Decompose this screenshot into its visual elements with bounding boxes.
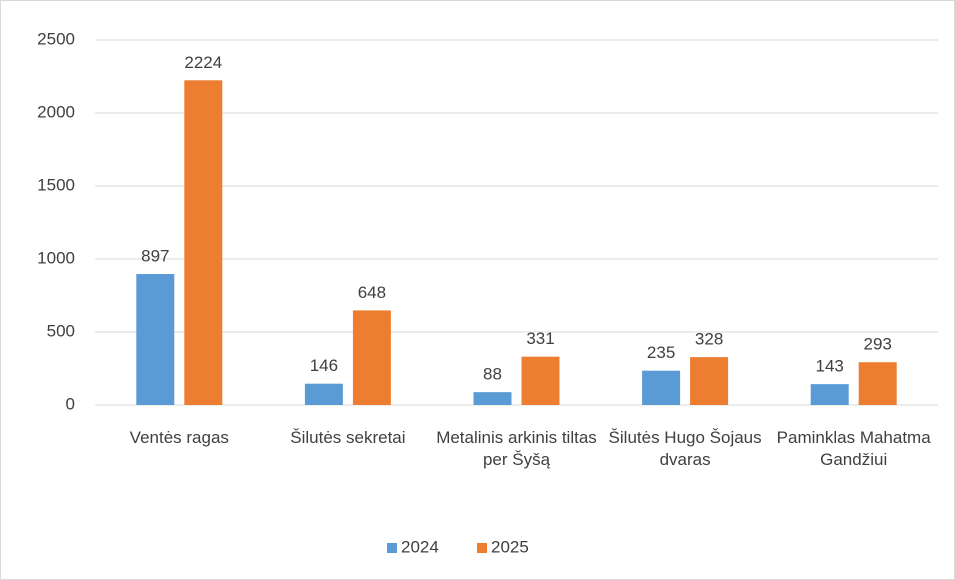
bar [521,356,560,405]
data-label: 331 [526,329,554,348]
bar [642,370,681,405]
y-tick-label: 2000 [37,102,75,121]
x-tick-label: Šilutės Hugo Šojaus dvaras [608,428,762,469]
bar [136,274,175,405]
legend-label: 2024 [401,537,439,556]
x-tick-label: Ventės ragas [129,428,229,447]
data-label: 897 [141,247,169,266]
x-tick-label: Šilutės sekretai [290,428,406,447]
data-label: 293 [864,335,892,354]
y-tick-label: 0 [66,394,75,413]
data-label: 2224 [184,53,222,72]
legend-swatch [387,543,397,553]
bar [352,310,391,405]
bar [304,383,343,405]
bar [184,80,223,406]
bar [858,362,897,405]
data-label: 328 [695,330,723,349]
y-tick-label: 500 [47,321,75,340]
data-label: 235 [647,343,675,362]
y-tick-label: 1500 [37,175,75,194]
data-label: 143 [816,357,844,376]
data-label: 146 [310,356,338,375]
legend-label: 2025 [491,537,529,556]
bar [690,357,729,405]
data-label: 648 [358,283,386,302]
y-tick-label: 2500 [37,29,75,48]
legend-swatch [477,543,487,553]
bar [810,384,849,405]
x-tick-label: Paminklas Mahatma Gandžiui [776,428,931,469]
y-tick-label: 1000 [37,248,75,267]
data-label: 88 [483,365,502,384]
x-tick-label: Metalinis arkinis tiltas per Šyšą [436,428,597,469]
bar [473,392,512,405]
